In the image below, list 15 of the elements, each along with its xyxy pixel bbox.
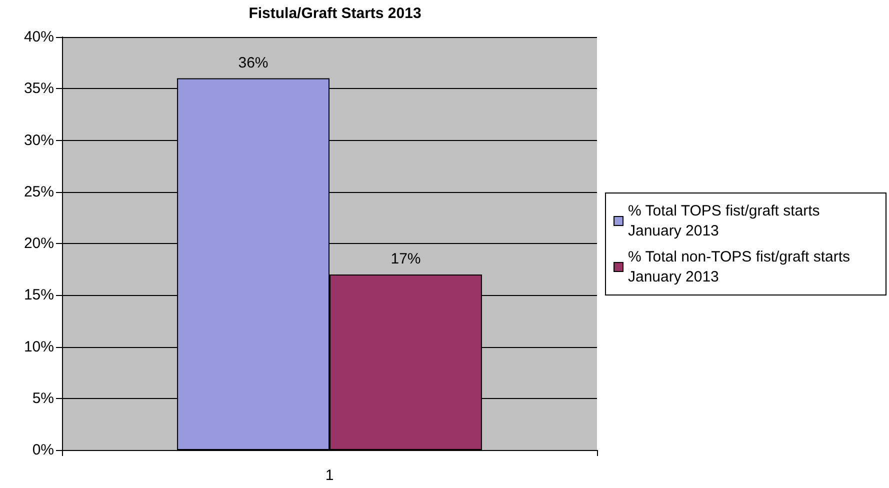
- data-label: 17%: [390, 250, 421, 268]
- x-tick-label: 1: [325, 467, 334, 484]
- y-tick-label: 40%: [24, 28, 54, 46]
- y-tick-label: 0%: [32, 442, 54, 458]
- legend-label: % Total non-TOPS fist/graft starts January 2013: [628, 248, 854, 286]
- y-tick-label: 10%: [24, 338, 54, 356]
- y-tick-label: 35%: [24, 80, 54, 98]
- y-tick-label: 20%: [24, 235, 54, 252]
- chart-title: Fistula/Graft Starts 2013: [248, 5, 422, 22]
- y-tick-label: 15%: [24, 286, 54, 304]
- legend-label: % Total TOPS fist/graft starts January 2013: [628, 202, 824, 240]
- y-tick-label: 30%: [24, 132, 54, 149]
- y-tick-label: 5%: [32, 390, 54, 407]
- data-label: 36%: [238, 54, 268, 72]
- y-tick-label: 25%: [24, 183, 54, 200]
